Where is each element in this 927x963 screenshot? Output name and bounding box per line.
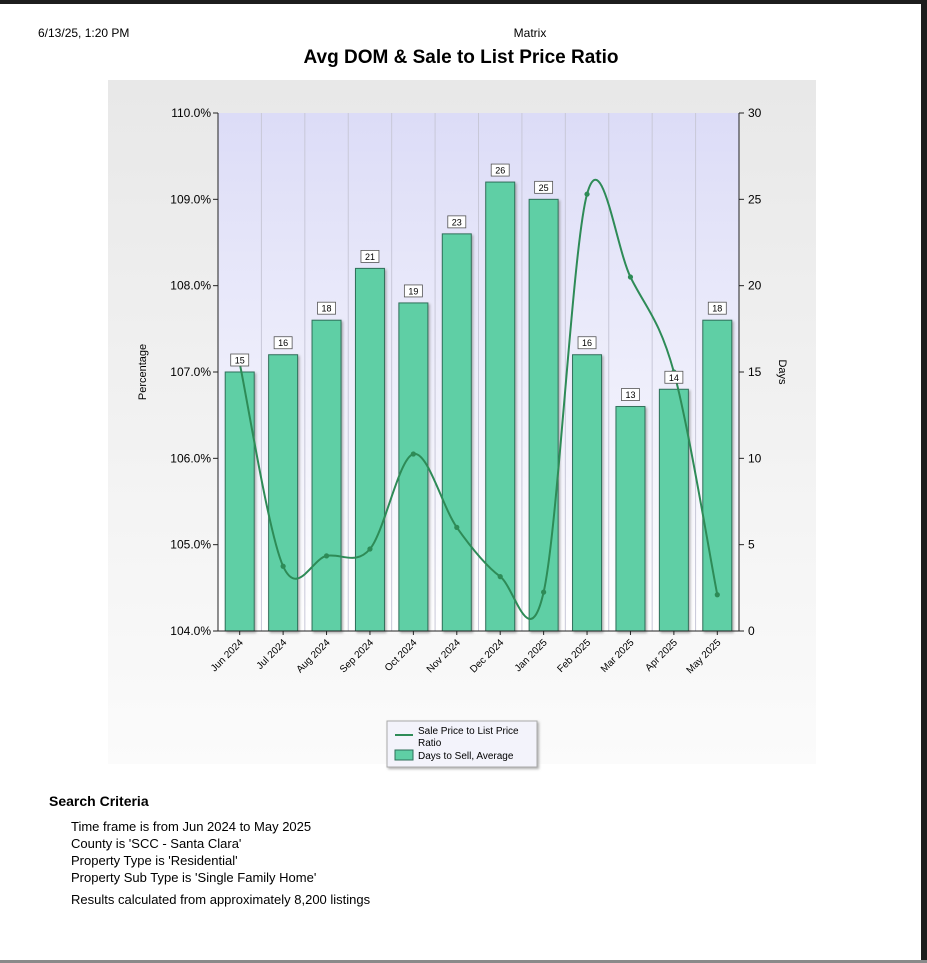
ratio-point-jan-2025 [541,589,547,595]
bar-jan-2025 [528,198,559,632]
ratio-point-sep-2024 [367,546,373,552]
ratio-point-aug-2024 [323,553,330,559]
y-left-tick-label: 105.0% [170,538,211,552]
y-right-tick-label: 5 [748,538,755,552]
legend-entry-line: Sale Price to List Price Ratio [418,726,521,749]
data-label-text: 13 [625,390,635,400]
data-label: 25 [534,180,554,194]
data-label-text: 16 [582,338,592,348]
bar-apr-2025 [658,388,689,632]
y-left-tick-label: 110.0% [171,106,211,120]
legend-entry-bar: Days to Sell, Average [418,751,514,762]
bar-jun-2024 [224,371,255,632]
data-label-text: 18 [712,304,722,314]
y-left-tick-label: 106.0% [170,451,211,465]
data-label-text: 14 [669,373,679,383]
y-left-tick-label: 107.0% [170,365,211,379]
y-left-tick-label: 108.0% [170,279,211,293]
data-label: 23 [447,215,467,229]
data-label-box [707,301,727,315]
ratio-point-may-2025 [714,592,720,598]
data-label-box [621,388,640,401]
data-label: 14 [664,370,684,384]
bar-aug-2024 [311,319,342,632]
data-label-text: 21 [365,252,375,262]
criteria-list: Time frame is from Jun 2024 to May 2025 … [49,818,549,886]
search-criteria: Search Criteria Time frame is from Jun 2… [49,793,549,907]
ratio-point-nov-2024 [454,524,460,531]
y-right-tick-label: 20 [748,279,762,293]
bar-feb-2025 [572,354,603,632]
legend-entry-line-part-2: Ratio [418,738,442,749]
window-top-border [0,0,927,4]
criteria-item-property-subtype: Property Sub Type is 'Single Family Home… [71,870,317,885]
ratio-point-mar-2025 [627,274,634,280]
data-label-text: 18 [322,304,332,314]
bar-may-2025 [702,319,733,632]
data-label-box [490,163,510,177]
print-timestamp: 6/13/25, 1:20 PM [38,26,130,40]
window-right-border [921,0,927,963]
criteria-item-property-type: Property Type is 'Residential' [71,853,238,868]
y-right-axis-title: Days [776,359,788,385]
data-label-text: 15 [235,356,245,366]
y-right-tick-label: 15 [748,365,762,379]
y-left-tick-label: 104.0% [170,624,211,638]
y-right-tick-label: 0 [748,624,755,638]
criteria-item-county: County is 'SCC - Santa Clara' [71,836,242,851]
search-criteria-heading: Search Criteria [49,793,149,809]
data-label-text: 23 [452,217,462,227]
chart-title: Avg DOM & Sale to List Price Ratio [303,47,619,68]
data-label-box [447,215,467,229]
bar-nov-2024 [441,233,472,632]
data-label-text: 25 [539,183,549,193]
legend-entry-line-part-1: Sale Price to List Price [418,726,519,737]
ratio-point-jul-2024 [280,563,286,569]
data-labels: 15 16 18 21 19 23 26 25 16 13 14 18 [230,163,727,401]
data-label-box [664,370,684,384]
y-right-tick-label: 25 [748,192,762,206]
data-label: 13 [621,388,640,401]
bar-jul-2024 [268,354,299,632]
app-name: Matrix [513,26,547,40]
data-label-box [273,336,293,350]
data-label-text: 26 [495,166,505,176]
data-label: 15 [230,353,250,367]
criteria-item-timeframe: Time frame is from Jun 2024 to May 2025 [71,819,312,834]
bar-mar-2025 [615,406,646,632]
ratio-point-feb-2025 [584,191,590,197]
y-right-tick-label: 10 [748,451,762,465]
data-label-box [317,301,336,315]
ratio-line [238,178,719,620]
data-label-box [360,249,380,263]
data-label: 18 [317,301,336,315]
combo-chart: 15 16 18 21 19 23 26 25 16 13 14 18 104.0% 105.0% 106… [108,80,816,768]
data-label: 16 [273,336,293,350]
legend-bar-swatch [394,749,414,761]
criteria-summary: Results calculated from approximately 8,… [71,892,371,907]
gridlines [260,113,697,631]
bar-dec-2024 [485,181,516,632]
y-right-tick-label: 30 [748,106,762,120]
data-label: 19 [403,284,423,298]
legend: Sale Price to List Price Ratio Days to S… [386,720,538,768]
bar-sep-2024 [354,267,385,632]
ratio-point-dec-2024 [497,574,503,580]
window-bottom-border [0,960,927,963]
data-label: 26 [490,163,510,177]
data-label: 18 [707,301,727,315]
data-label-box [403,284,423,298]
data-label-text: 16 [278,338,288,348]
ratio-point-oct-2024 [410,451,416,457]
data-label-box [230,353,250,367]
y-left-tick-label: 109.0% [170,192,211,206]
y-left-axis-title: Percentage [137,344,149,400]
data-label: 16 [577,336,597,350]
data-label: 21 [360,249,380,263]
data-label-text: 19 [408,286,418,296]
data-label-box [534,180,554,194]
data-label-box [577,336,597,350]
